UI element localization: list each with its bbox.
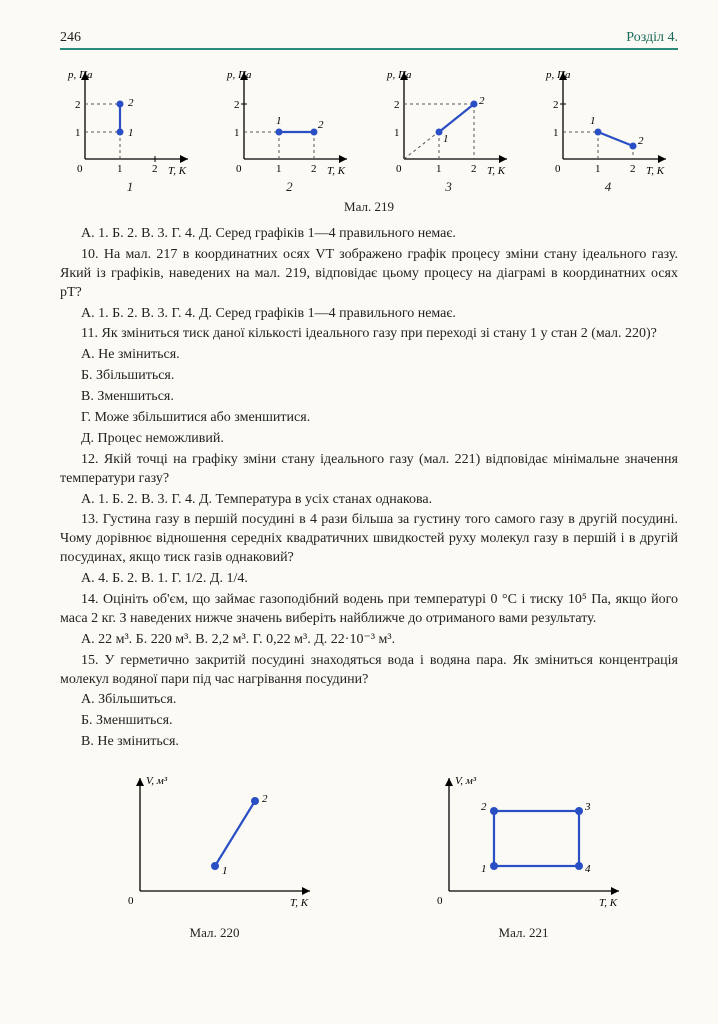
svg-text:4: 4 xyxy=(585,863,591,875)
chart-1-label: 1 xyxy=(127,179,134,195)
chart-4-label: 4 xyxy=(605,179,612,195)
svg-text:2: 2 xyxy=(318,119,324,131)
svg-text:1: 1 xyxy=(75,127,81,139)
svg-text:1: 1 xyxy=(553,127,559,139)
q14: 14. Оцініть об'єм, що займає газоподібни… xyxy=(60,591,678,629)
svg-text:2: 2 xyxy=(234,99,240,111)
svg-text:T, К: T, К xyxy=(646,165,665,177)
svg-text:2: 2 xyxy=(128,97,134,109)
svg-text:2: 2 xyxy=(553,99,559,111)
svg-text:3: 3 xyxy=(584,801,591,813)
chart-3-svg: p, Па T, К 0 1 2 1 2 1 2 xyxy=(379,64,519,179)
svg-text:2: 2 xyxy=(152,163,158,175)
svg-text:T, К: T, К xyxy=(327,165,346,177)
chart-3-label: 3 xyxy=(445,179,452,195)
body-text: А. 1. Б. 2. В. 3. Г. 4. Д. Серед графікі… xyxy=(60,225,678,752)
svg-text:T, К: T, К xyxy=(290,897,309,909)
svg-text:1: 1 xyxy=(590,115,596,127)
figure-221-svg: V, м³ T, К 0 1 2 3 4 xyxy=(409,766,639,916)
q15-a: А. Збільшиться. xyxy=(60,691,678,710)
svg-text:2: 2 xyxy=(630,163,636,175)
svg-text:2: 2 xyxy=(471,163,477,175)
q12-answers: А. 1. Б. 2. В. 3. Г. 4. Д. Температура в… xyxy=(60,491,678,510)
q15: 15. У герметично закритій посудині знахо… xyxy=(60,652,678,690)
svg-text:0: 0 xyxy=(396,163,402,175)
svg-text:1: 1 xyxy=(128,127,134,139)
chart-3: p, Па T, К 0 1 2 1 2 1 2 3 xyxy=(379,64,519,195)
svg-text:1: 1 xyxy=(436,163,442,175)
figure-221-caption: Мал. 221 xyxy=(409,925,639,941)
chart-1-svg: p, Па T, К 0 1 2 1 2 1 2 xyxy=(60,64,200,179)
svg-text:2: 2 xyxy=(394,99,400,111)
q9-answers: А. 1. Б. 2. В. 3. Г. 4. Д. Серед графікі… xyxy=(60,225,678,244)
svg-text:2: 2 xyxy=(262,793,268,805)
q15-c: В. Не зміниться. xyxy=(60,733,678,752)
svg-text:1: 1 xyxy=(276,115,282,127)
svg-text:1: 1 xyxy=(222,865,228,877)
q15-b: Б. Зменшиться. xyxy=(60,712,678,731)
q11: 11. Як зміниться тиск даної кількості ід… xyxy=(60,325,678,344)
q13-answers: А. 4. Б. 2. В. 1. Г. 1/2. Д. 1/4. xyxy=(60,570,678,589)
svg-text:2: 2 xyxy=(638,135,644,147)
q10-answers: А. 1. Б. 2. В. 3. Г. 4. Д. Серед графікі… xyxy=(60,305,678,324)
svg-text:2: 2 xyxy=(479,95,485,107)
figure-219-caption: Мал. 219 xyxy=(60,199,678,215)
svg-text:p, Па: p, Па xyxy=(545,69,571,81)
q14-answers: А. 22 м³. Б. 220 м³. В. 2,2 м³. Г. 0,22 … xyxy=(60,631,678,650)
figure-220: V, м³ T, К 0 1 2 Мал. 220 xyxy=(100,766,330,941)
q11-d: Г. Може збільшитися або зменшитися. xyxy=(60,409,678,428)
page-header: 246 Розділ 4. xyxy=(60,30,678,50)
svg-text:2: 2 xyxy=(311,163,317,175)
svg-text:0: 0 xyxy=(555,163,561,175)
svg-text:1: 1 xyxy=(443,133,449,145)
svg-text:2: 2 xyxy=(75,99,81,111)
svg-text:T, К: T, К xyxy=(487,165,506,177)
q11-e: Д. Процес неможливий. xyxy=(60,430,678,449)
y-axis-label: p, Па xyxy=(67,69,93,81)
q11-b: Б. Збільшиться. xyxy=(60,367,678,386)
svg-text:V, м³: V, м³ xyxy=(455,775,477,787)
svg-text:1: 1 xyxy=(276,163,282,175)
svg-text:0: 0 xyxy=(128,895,134,907)
svg-text:p, Па: p, Па xyxy=(226,69,252,81)
bottom-figures: V, м³ T, К 0 1 2 Мал. 220 V, м³ T, К 0 xyxy=(60,766,678,941)
chart-4-svg: p, Па T, К 0 1 2 1 2 1 2 xyxy=(538,64,678,179)
q13: 13. Густина газу в першій посудині в 4 р… xyxy=(60,511,678,568)
svg-text:0: 0 xyxy=(236,163,242,175)
chart-1: p, Па T, К 0 1 2 1 2 1 2 1 xyxy=(60,64,200,195)
chart-2-label: 2 xyxy=(286,179,293,195)
svg-text:2: 2 xyxy=(481,801,487,813)
svg-text:0: 0 xyxy=(437,895,443,907)
svg-text:1: 1 xyxy=(595,163,601,175)
figure-220-svg: V, м³ T, К 0 1 2 xyxy=(100,766,330,916)
page-number: 246 xyxy=(60,30,81,46)
section-label: Розділ 4. xyxy=(626,30,678,46)
svg-text:1: 1 xyxy=(394,127,400,139)
q12: 12. Якій точці на графіку зміни стану ід… xyxy=(60,451,678,489)
svg-text:V, м³: V, м³ xyxy=(146,775,168,787)
svg-text:1: 1 xyxy=(481,863,487,875)
chart-4: p, Па T, К 0 1 2 1 2 1 2 4 xyxy=(538,64,678,195)
svg-text:0: 0 xyxy=(77,163,83,175)
chart-2: p, Па T, К 0 1 2 1 2 1 2 2 xyxy=(219,64,359,195)
x-axis-label: T, К xyxy=(168,165,187,177)
figure-221: V, м³ T, К 0 1 2 3 4 Мал. 221 xyxy=(409,766,639,941)
q11-a: А. Не зміниться. xyxy=(60,346,678,365)
svg-text:1: 1 xyxy=(117,163,123,175)
q10: 10. На мал. 217 в координатних осях VT з… xyxy=(60,246,678,303)
svg-text:1: 1 xyxy=(234,127,240,139)
svg-text:p, Па: p, Па xyxy=(386,69,412,81)
q11-c: В. Зменшиться. xyxy=(60,388,678,407)
figure-220-caption: Мал. 220 xyxy=(100,925,330,941)
figure-219-row: p, Па T, К 0 1 2 1 2 1 2 1 xyxy=(60,64,678,195)
svg-text:T, К: T, К xyxy=(599,897,618,909)
chart-2-svg: p, Па T, К 0 1 2 1 2 1 2 xyxy=(219,64,359,179)
